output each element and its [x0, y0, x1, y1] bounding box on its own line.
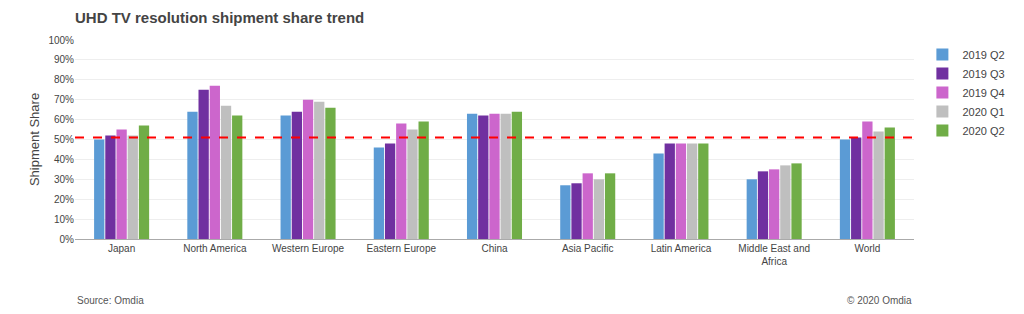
svg-text:30%: 30% — [54, 174, 74, 185]
svg-text:Eastern Europe: Eastern Europe — [367, 243, 437, 254]
svg-text:90%: 90% — [54, 54, 74, 65]
svg-text:2020 Q2: 2020 Q2 — [962, 125, 1004, 137]
svg-text:100%: 100% — [48, 35, 74, 46]
svg-text:China: China — [481, 243, 508, 254]
svg-text:Latin America: Latin America — [651, 243, 712, 254]
svg-text:North America: North America — [183, 243, 247, 254]
svg-text:2019 Q4: 2019 Q4 — [962, 87, 1004, 99]
svg-text:40%: 40% — [54, 154, 74, 165]
svg-text:80%: 80% — [54, 74, 74, 85]
svg-text:Japan: Japan — [108, 243, 135, 254]
svg-text:70%: 70% — [54, 94, 74, 105]
svg-text:Western Europe: Western Europe — [272, 243, 345, 254]
svg-text:60%: 60% — [54, 114, 74, 125]
svg-text:10%: 10% — [54, 214, 74, 225]
svg-text:World: World — [854, 243, 880, 254]
svg-text:50%: 50% — [54, 134, 74, 145]
svg-text:0%: 0% — [60, 234, 75, 245]
svg-text:UHD TV resolution shipment sha: UHD TV resolution shipment share trend — [75, 9, 364, 26]
svg-text:2020 Q1: 2020 Q1 — [962, 106, 1004, 118]
svg-text:20%: 20% — [54, 194, 74, 205]
svg-text:Source: Omdia: Source: Omdia — [77, 295, 144, 306]
svg-text:Shipment Share: Shipment Share — [27, 93, 42, 186]
svg-text:2019 Q2: 2019 Q2 — [962, 49, 1004, 61]
svg-text:Middle East andAfrica: Middle East andAfrica — [738, 243, 810, 267]
svg-text:Asia Pacific: Asia Pacific — [562, 243, 614, 254]
svg-text:2019 Q3: 2019 Q3 — [962, 68, 1004, 80]
svg-text:© 2020 Omdia: © 2020 Omdia — [847, 295, 912, 306]
